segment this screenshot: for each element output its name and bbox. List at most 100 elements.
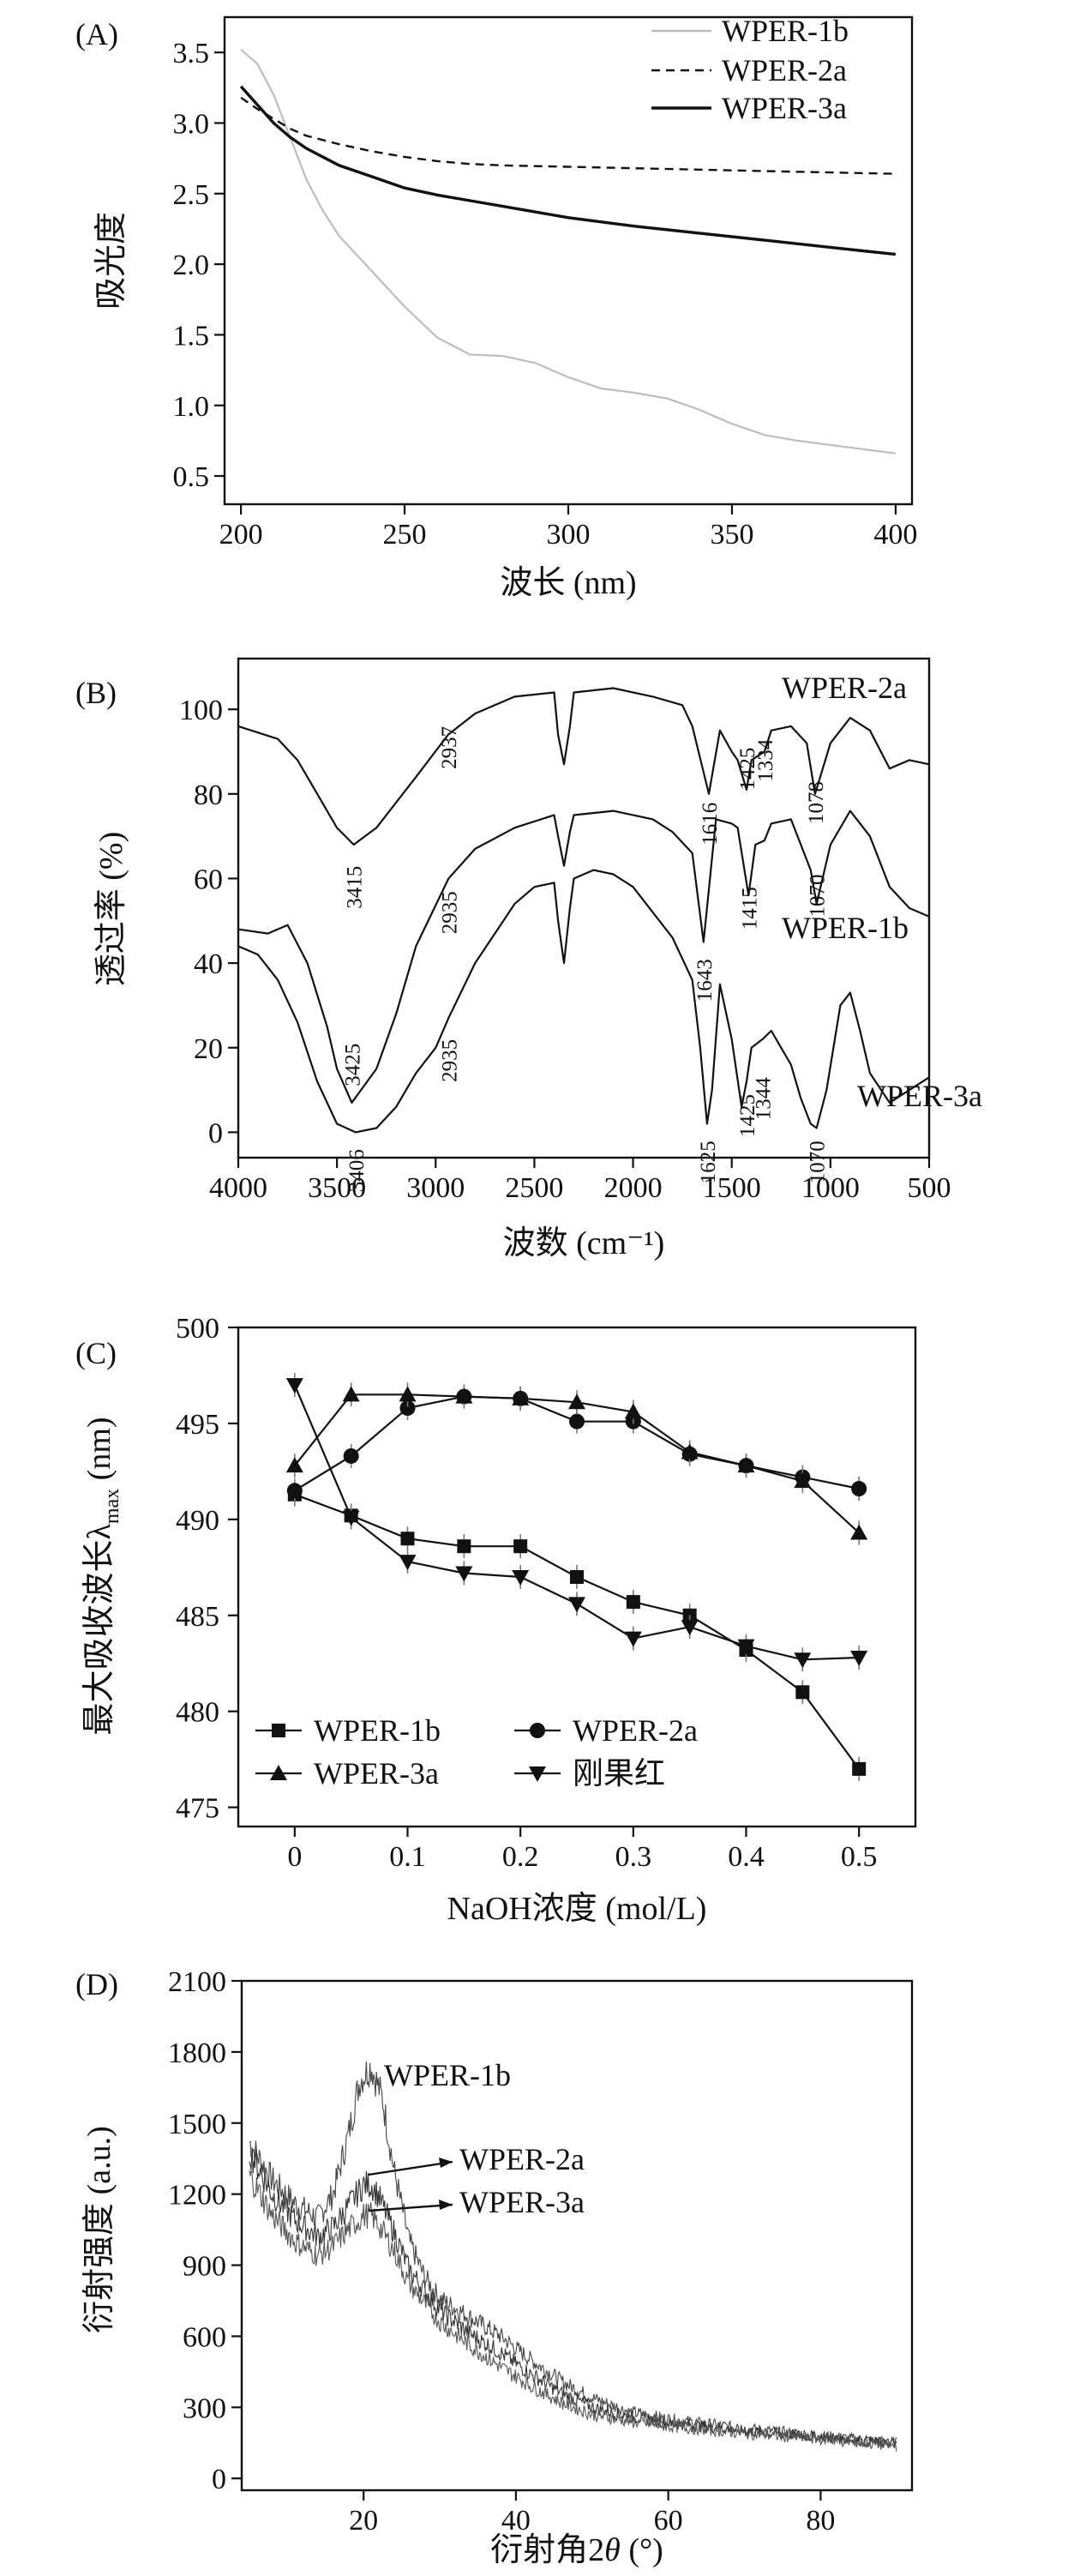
panel-c-ytick-label: 495 [176,1409,219,1441]
legend-marker-- [529,1766,546,1782]
panel-a-ytick-label: 0.5 [173,461,210,493]
panel-a-ytick-label: 2.0 [173,250,210,281]
panel-c-xlabel: NaOH浓度 (mol/L) [447,1891,707,1927]
arrow-d-wper-2a [368,2160,453,2176]
xrd-line-wper-3a [249,2170,897,2452]
panel-c-plot: 0 0.1 0.2 0.3 0.4 0.5 475 480 485 490 495 500 [176,1313,877,1873]
data-point-wper-2a [851,1481,867,1497]
panel-a-xlabel: 波长 (nm) [500,565,636,601]
panel-a-ytick-label: 2.5 [173,179,210,211]
curve-label-wper-2a: WPER-2a [782,671,907,705]
panel-d-ylabel: 衍射强度 (a.u.) [81,2126,117,2333]
panel-c-xtick-label: 0.1 [389,1841,426,1873]
panel-b-xtick-label: 1500 [703,1172,761,1204]
peak-annotation: 1415 [738,887,761,930]
arrow-d-wper-3a [368,2203,453,2212]
panel-c-plot-frame [237,1326,917,1828]
panel-d-ytick-label: 1800 [168,2037,226,2069]
legend-label-wper-1b: WPER-1b [314,1713,441,1748]
panel-b-ytick-label: 80 [194,779,223,811]
data-point-- [285,1378,303,1394]
xlabel-post: (°) [621,2532,663,2568]
data-point-wper-3a [737,1457,755,1473]
legend-marker-wper-2a [530,1723,545,1738]
panel-a-ytick-label: 1.5 [173,320,210,352]
panel-d-ytick-label: 900 [183,2251,226,2283]
panel-b-plot-frame [237,657,931,1159]
peak-annotation: 3425 [341,1044,364,1086]
data-point-wper-1b [570,1570,584,1584]
panel-b-ytick-label: 60 [194,864,223,895]
panel-b: (B) 4000 3500 3000 2500 2000 1500 1000 50002040… [75,657,982,1261]
spectrum-line-wper-2a [237,687,930,846]
panel-a-xtick-label: 350 [710,519,753,551]
series-line-wper-2a [240,96,896,175]
peak-annotation: 2937 [438,726,461,769]
legend-marker-wper-3a [270,1765,287,1780]
panel-b-xlabel: 波数 (cm⁻¹) [503,1225,665,1261]
panel-b-ylabel: 透过率 (%) [93,832,129,986]
panel-b-label: (B) [75,676,117,710]
data-point-wper-3a [850,1524,868,1540]
data-point-wper-3a [399,1386,417,1402]
peak-annotation: 2935 [438,1039,461,1082]
xrd-line-wper-1b [249,2061,897,2448]
panel-c-ylabel: 最大吸收波长λmax (nm) [81,1417,123,1735]
panel-b-xtick-label: 3500 [308,1172,366,1204]
panel-c-label: (C) [75,1336,117,1370]
data-point-- [455,1566,473,1582]
data-point-- [568,1597,585,1613]
panel-d-ytick-label: 1200 [168,2180,226,2212]
panel-b-ytick-label: 20 [194,1033,223,1065]
legend-label-wper-3a: WPER-3a [314,1756,439,1791]
peak-annotation: 3415 [344,866,367,909]
panel-b-xtick-label: 2000 [604,1172,663,1204]
panel-a: (A) 200 250 300 350 400 0.5 1.0 1.5 2.0 2.5 3.0 3.5… [75,14,917,601]
panel-a-xtick-label: 200 [219,519,263,551]
peak-annotation: 1425 [736,1094,759,1137]
data-point-- [794,1652,812,1669]
panel-c-xtick-label: 0 [287,1841,302,1873]
series-line-wper-1b [240,49,897,454]
panel-d-plot-frame [240,1979,914,2492]
panel-b-xtick-label: 4000 [209,1172,267,1204]
data-point-wper-1b [795,1685,810,1700]
panel-d-ytick-label: 2100 [168,1966,226,1998]
curve-label-d-wper-2a: WPER-2a [459,2142,585,2176]
data-point-wper-2a [399,1400,416,1417]
xlabel-theta: θ [604,2532,621,2568]
data-point-wper-1b [626,1595,640,1610]
panel-d-ytick-label: 0 [212,2464,226,2495]
panel-b-plot: 4000 3500 3000 2500 2000 1500 1000 500 0 20 40 60 80… [179,687,951,1204]
panel-d-xtick-label: 40 [501,2505,531,2537]
arrowhead-d-wper-2a [439,2158,453,2168]
panel-b-xtick-label: 2500 [505,1172,563,1204]
panel-d-label: (D) [75,1967,118,2001]
panel-d-xtick-label: 60 [654,2505,683,2537]
panel-d-xtick-label: 80 [806,2505,835,2537]
panel-c-ytick-label: 485 [176,1601,219,1633]
arrowhead-d-wper-3a [439,2200,453,2210]
panel-d-xtick-label: 20 [349,2505,378,2537]
panel-b-ytick-label: 0 [208,1117,223,1149]
peak-annotation: 1078 [805,781,828,824]
panel-d-xlabel: 衍射角2θ (°) [490,2532,663,2568]
panel-b-ytick-label: 100 [179,695,223,726]
panel-d-ytick-label: 1500 [168,2109,226,2140]
peak-annotation: 1616 [699,803,722,846]
panel-a-ytick-label: 3.5 [173,38,210,69]
peak-annotation: 2935 [438,891,461,934]
data-point-wper-1b [852,1761,867,1776]
data-point-wper-1b [400,1532,415,1546]
panel-d-ytick-label: 600 [183,2321,226,2353]
panel-d-arrows [368,2158,453,2212]
legend-marker-wper-1b [272,1724,285,1737]
legend-label--: 刚果红 [573,1756,665,1791]
spectrum-line-wper-1b [237,810,930,1104]
panel-a-label: (A) [75,17,118,51]
peak-annotation: 1643 [693,959,717,1002]
legend-label-wper-2a: WPER-2a [722,53,847,87]
data-point-wper-3a [624,1403,642,1419]
curve-label-wper-1b: WPER-1b [782,911,909,945]
